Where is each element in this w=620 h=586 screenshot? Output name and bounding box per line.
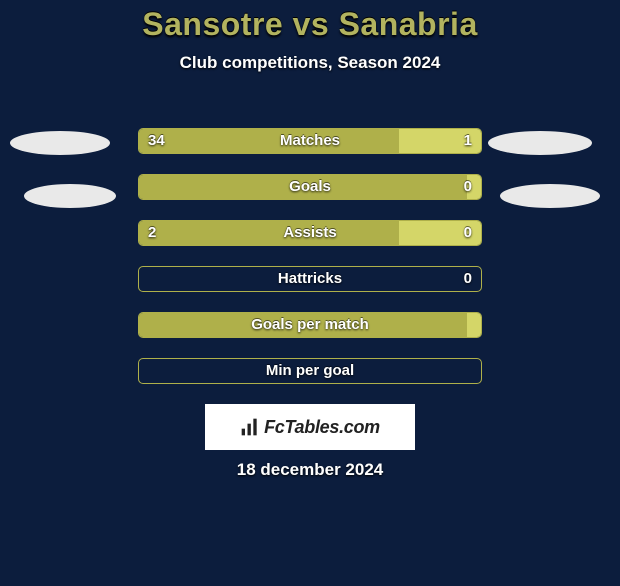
- stat-bar-track: [138, 128, 482, 154]
- stats-chart: Matches341Goals0Assists20Hattricks0Goals…: [0, 118, 620, 394]
- stat-row: Min per goal: [0, 348, 620, 394]
- stat-row: Assists20: [0, 210, 620, 256]
- stat-bar-track: [138, 358, 482, 384]
- source-logo-text: FcTables.com: [264, 417, 380, 438]
- avatar-placeholder: [488, 131, 592, 155]
- stat-bar-right: [467, 313, 481, 337]
- stat-bar-left: [139, 129, 399, 153]
- stat-bar-track: [138, 220, 482, 246]
- stat-bar-track: [138, 174, 482, 200]
- page-title: Sansotre vs Sanabria: [0, 6, 620, 43]
- bars-icon: [240, 417, 260, 437]
- stat-row: Hattricks0: [0, 256, 620, 302]
- stat-value-left: 2: [148, 220, 156, 246]
- source-logo-box: FcTables.com: [205, 404, 415, 450]
- stat-bar-track: [138, 312, 482, 338]
- stat-bar-left: [139, 221, 399, 245]
- stat-value-right: 0: [464, 220, 472, 246]
- stat-bar-left: [139, 313, 467, 337]
- stat-row: Goals per match: [0, 302, 620, 348]
- avatar-placeholder: [10, 131, 110, 155]
- stat-value-right: 1: [464, 128, 472, 154]
- avatar-placeholder: [24, 184, 116, 208]
- stat-value-left: 34: [148, 128, 165, 154]
- stat-bar-left: [139, 175, 467, 199]
- stat-bar-track: [138, 266, 482, 292]
- date-label: 18 december 2024: [0, 460, 620, 480]
- stat-value-right: 0: [464, 266, 472, 292]
- avatar-placeholder: [500, 184, 600, 208]
- page-subtitle: Club competitions, Season 2024: [0, 53, 620, 73]
- stat-value-right: 0: [464, 174, 472, 200]
